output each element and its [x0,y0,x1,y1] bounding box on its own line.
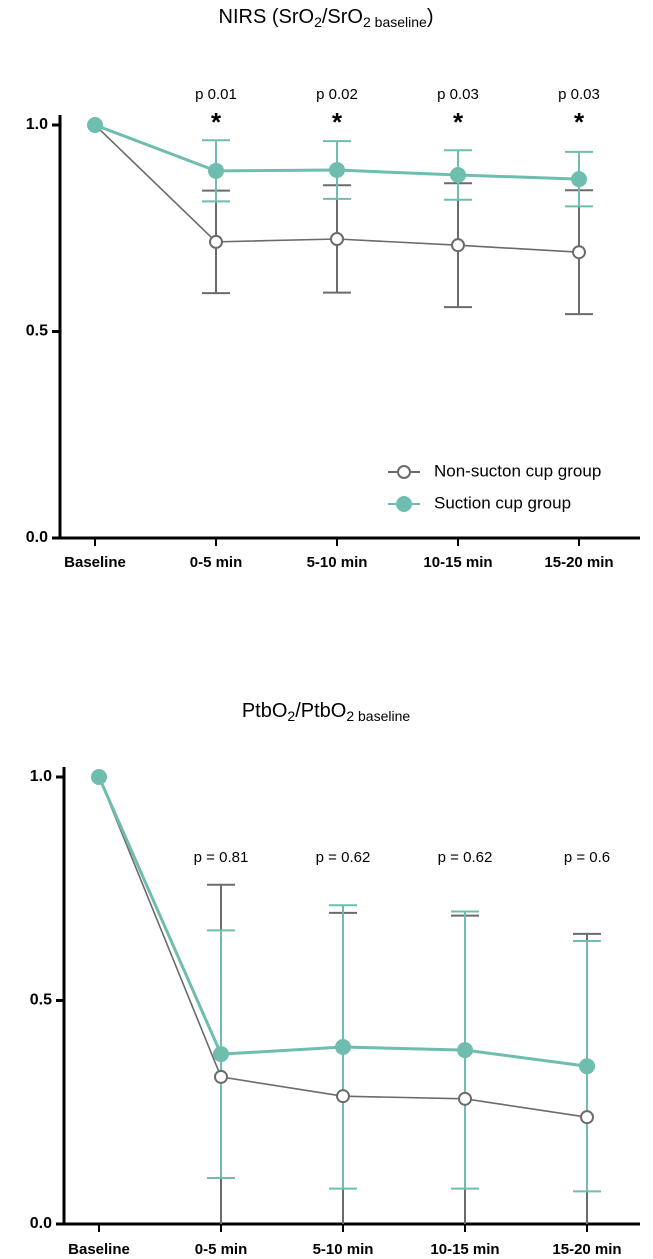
legend-label: Non-sucton cup group [434,461,601,480]
data-point [580,1110,594,1125]
title-part: ) [427,6,434,28]
data-point [329,162,345,179]
x-tick-label: 10-15 min [430,1241,499,1258]
data-point [213,1046,229,1063]
significance-star: * [453,107,464,137]
p-label: p = 0.62 [316,849,371,866]
legend-marker [397,465,411,479]
title-part: /SrO [322,6,363,28]
p-label: p 0.01 [195,86,237,103]
data-point [209,234,223,249]
title-part: /PtbO [295,700,346,722]
title-part: 2 [314,14,322,30]
data-point [572,245,586,260]
data-point [457,1042,473,1059]
data-point [571,171,587,188]
title-part: NIRS (SrO [219,6,315,28]
data-point [458,1091,472,1106]
x-tick-label: 10-15 min [423,554,492,571]
significance-star: * [211,107,222,137]
data-point [335,1038,351,1055]
data-point [451,238,465,253]
title-part: 2 [287,708,295,724]
significance-star: * [332,107,343,137]
chart-title: PtbO2/PtbO2 baseline [242,700,411,723]
title-part: PtbO [242,700,288,722]
x-tick-label: 15-20 min [544,554,613,571]
p-label: p 0.03 [558,86,600,103]
data-point [87,117,103,133]
y-tick-label: 1.0 [30,768,52,785]
y-tick-label: 0.0 [30,1215,52,1232]
p-label: p = 0.81 [194,849,249,866]
data-point [336,1089,350,1104]
p-label: p = 0.62 [438,849,493,866]
data-point [208,162,224,179]
x-tick-label: 0-5 min [195,1241,248,1258]
data-point [450,166,466,183]
title-part: 2 baseline [363,14,427,30]
x-tick-label: 15-20 min [552,1241,621,1258]
y-tick-label: 0.0 [26,529,48,546]
x-tick-label: 0-5 min [190,554,243,571]
data-point [214,1069,228,1084]
chart-title: NIRS (SrO2/SrO2 baseline) [219,6,434,29]
x-tick-label: Baseline [64,554,126,571]
significance-star: * [574,107,585,137]
data-point [330,231,344,246]
x-tick-label: 5-10 min [313,1241,374,1258]
x-tick-label: Baseline [68,1241,130,1258]
data-point [579,1058,595,1075]
y-tick-label: 1.0 [26,116,48,133]
y-tick-label: 0.5 [26,323,48,340]
p-label: p 0.02 [316,86,358,103]
data-point [91,769,107,785]
legend-label: Suction cup group [434,493,571,512]
p-label: p 0.03 [437,86,479,103]
x-tick-label: 5-10 min [307,554,368,571]
p-label: p = 0.6 [564,849,610,866]
legend-marker [396,496,412,512]
plot-area [94,123,593,316]
y-tick-label: 0.5 [30,992,52,1009]
title-part: 2 baseline [346,708,410,724]
